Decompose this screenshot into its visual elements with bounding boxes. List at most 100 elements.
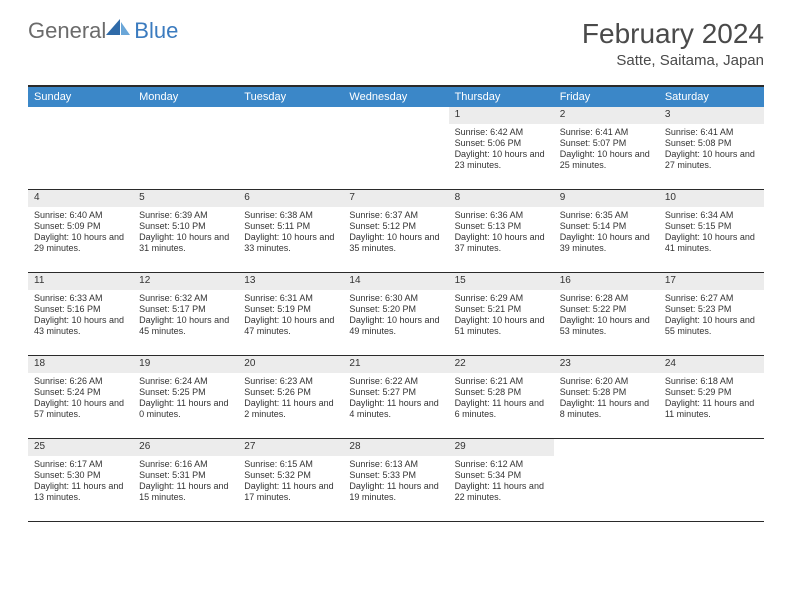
week-row: 4Sunrise: 6:40 AMSunset: 5:09 PMDaylight…	[28, 190, 764, 273]
dow-sunday: Sunday	[28, 87, 133, 107]
sunset-text: Sunset: 5:24 PM	[34, 387, 127, 398]
week-row: 1Sunrise: 6:42 AMSunset: 5:06 PMDaylight…	[28, 107, 764, 190]
sunset-text: Sunset: 5:30 PM	[34, 470, 127, 481]
day-cell: 10Sunrise: 6:34 AMSunset: 5:15 PMDayligh…	[659, 190, 764, 272]
sunset-text: Sunset: 5:16 PM	[34, 304, 127, 315]
sunrise-text: Sunrise: 6:16 AM	[139, 459, 232, 470]
day-number: 7	[343, 190, 448, 207]
day-cell: 19Sunrise: 6:24 AMSunset: 5:25 PMDayligh…	[133, 356, 238, 438]
day-number: 20	[238, 356, 343, 373]
day-cell: 14Sunrise: 6:30 AMSunset: 5:20 PMDayligh…	[343, 273, 448, 355]
dow-tuesday: Tuesday	[238, 87, 343, 107]
location: Satte, Saitama, Japan	[582, 52, 764, 69]
logo: General Blue	[28, 18, 178, 44]
day-body: Sunrise: 6:18 AMSunset: 5:29 PMDaylight:…	[659, 373, 764, 425]
day-body: Sunrise: 6:36 AMSunset: 5:13 PMDaylight:…	[449, 207, 554, 259]
day-cell: 6Sunrise: 6:38 AMSunset: 5:11 PMDaylight…	[238, 190, 343, 272]
day-number: 17	[659, 273, 764, 290]
day-cell: 11Sunrise: 6:33 AMSunset: 5:16 PMDayligh…	[28, 273, 133, 355]
day-number: 11	[28, 273, 133, 290]
sunrise-text: Sunrise: 6:41 AM	[665, 127, 758, 138]
day-body: Sunrise: 6:35 AMSunset: 5:14 PMDaylight:…	[554, 207, 659, 259]
sunrise-text: Sunrise: 6:33 AM	[34, 293, 127, 304]
day-cell: 3Sunrise: 6:41 AMSunset: 5:08 PMDaylight…	[659, 107, 764, 189]
day-number: 3	[659, 107, 764, 124]
sunset-text: Sunset: 5:14 PM	[560, 221, 653, 232]
logo-sail-icon	[106, 19, 132, 37]
sunrise-text: Sunrise: 6:13 AM	[349, 459, 442, 470]
day-body: Sunrise: 6:32 AMSunset: 5:17 PMDaylight:…	[133, 290, 238, 342]
day-cell: 2Sunrise: 6:41 AMSunset: 5:07 PMDaylight…	[554, 107, 659, 189]
daylight-text: Daylight: 11 hours and 4 minutes.	[349, 398, 442, 421]
empty-cell	[133, 107, 238, 189]
day-cell: 25Sunrise: 6:17 AMSunset: 5:30 PMDayligh…	[28, 439, 133, 521]
day-body: Sunrise: 6:31 AMSunset: 5:19 PMDaylight:…	[238, 290, 343, 342]
day-number: 26	[133, 439, 238, 456]
day-cell: 9Sunrise: 6:35 AMSunset: 5:14 PMDaylight…	[554, 190, 659, 272]
sunset-text: Sunset: 5:22 PM	[560, 304, 653, 315]
daylight-text: Daylight: 10 hours and 53 minutes.	[560, 315, 653, 338]
sunset-text: Sunset: 5:08 PM	[665, 138, 758, 149]
day-number: 29	[449, 439, 554, 456]
sunrise-text: Sunrise: 6:21 AM	[455, 376, 548, 387]
sunrise-text: Sunrise: 6:36 AM	[455, 210, 548, 221]
day-number: 1	[449, 107, 554, 124]
day-number: 4	[28, 190, 133, 207]
daylight-text: Daylight: 11 hours and 22 minutes.	[455, 481, 548, 504]
day-number: 6	[238, 190, 343, 207]
daylight-text: Daylight: 10 hours and 33 minutes.	[244, 232, 337, 255]
title-block: February 2024 Satte, Saitama, Japan	[582, 18, 764, 69]
day-body: Sunrise: 6:24 AMSunset: 5:25 PMDaylight:…	[133, 373, 238, 425]
daylight-text: Daylight: 10 hours and 47 minutes.	[244, 315, 337, 338]
sunset-text: Sunset: 5:10 PM	[139, 221, 232, 232]
sunrise-text: Sunrise: 6:37 AM	[349, 210, 442, 221]
sunset-text: Sunset: 5:27 PM	[349, 387, 442, 398]
daylight-text: Daylight: 11 hours and 8 minutes.	[560, 398, 653, 421]
day-body: Sunrise: 6:39 AMSunset: 5:10 PMDaylight:…	[133, 207, 238, 259]
sunset-text: Sunset: 5:21 PM	[455, 304, 548, 315]
sunrise-text: Sunrise: 6:39 AM	[139, 210, 232, 221]
daylight-text: Daylight: 11 hours and 19 minutes.	[349, 481, 442, 504]
daylight-text: Daylight: 10 hours and 29 minutes.	[34, 232, 127, 255]
day-body: Sunrise: 6:20 AMSunset: 5:28 PMDaylight:…	[554, 373, 659, 425]
daylight-text: Daylight: 10 hours and 51 minutes.	[455, 315, 548, 338]
day-cell: 18Sunrise: 6:26 AMSunset: 5:24 PMDayligh…	[28, 356, 133, 438]
daylight-text: Daylight: 11 hours and 2 minutes.	[244, 398, 337, 421]
sunset-text: Sunset: 5:32 PM	[244, 470, 337, 481]
sunrise-text: Sunrise: 6:18 AM	[665, 376, 758, 387]
day-cell: 12Sunrise: 6:32 AMSunset: 5:17 PMDayligh…	[133, 273, 238, 355]
daylight-text: Daylight: 10 hours and 41 minutes.	[665, 232, 758, 255]
day-of-week-row: Sunday Monday Tuesday Wednesday Thursday…	[28, 87, 764, 107]
sunset-text: Sunset: 5:06 PM	[455, 138, 548, 149]
sunrise-text: Sunrise: 6:35 AM	[560, 210, 653, 221]
day-cell: 16Sunrise: 6:28 AMSunset: 5:22 PMDayligh…	[554, 273, 659, 355]
day-cell: 24Sunrise: 6:18 AMSunset: 5:29 PMDayligh…	[659, 356, 764, 438]
daylight-text: Daylight: 10 hours and 55 minutes.	[665, 315, 758, 338]
day-body: Sunrise: 6:30 AMSunset: 5:20 PMDaylight:…	[343, 290, 448, 342]
sunset-text: Sunset: 5:28 PM	[455, 387, 548, 398]
day-body: Sunrise: 6:34 AMSunset: 5:15 PMDaylight:…	[659, 207, 764, 259]
daylight-text: Daylight: 10 hours and 39 minutes.	[560, 232, 653, 255]
day-number: 12	[133, 273, 238, 290]
day-body: Sunrise: 6:42 AMSunset: 5:06 PMDaylight:…	[449, 124, 554, 176]
day-number: 28	[343, 439, 448, 456]
day-number: 19	[133, 356, 238, 373]
sunrise-text: Sunrise: 6:15 AM	[244, 459, 337, 470]
day-cell: 4Sunrise: 6:40 AMSunset: 5:09 PMDaylight…	[28, 190, 133, 272]
week-row: 11Sunrise: 6:33 AMSunset: 5:16 PMDayligh…	[28, 273, 764, 356]
daylight-text: Daylight: 10 hours and 43 minutes.	[34, 315, 127, 338]
empty-cell	[659, 439, 764, 521]
logo-text-general: General	[28, 18, 106, 44]
day-cell: 21Sunrise: 6:22 AMSunset: 5:27 PMDayligh…	[343, 356, 448, 438]
day-body: Sunrise: 6:41 AMSunset: 5:08 PMDaylight:…	[659, 124, 764, 176]
day-cell: 15Sunrise: 6:29 AMSunset: 5:21 PMDayligh…	[449, 273, 554, 355]
day-body: Sunrise: 6:28 AMSunset: 5:22 PMDaylight:…	[554, 290, 659, 342]
day-body: Sunrise: 6:33 AMSunset: 5:16 PMDaylight:…	[28, 290, 133, 342]
sunset-text: Sunset: 5:09 PM	[34, 221, 127, 232]
day-number: 24	[659, 356, 764, 373]
sunrise-text: Sunrise: 6:27 AM	[665, 293, 758, 304]
day-body: Sunrise: 6:16 AMSunset: 5:31 PMDaylight:…	[133, 456, 238, 508]
day-body: Sunrise: 6:21 AMSunset: 5:28 PMDaylight:…	[449, 373, 554, 425]
empty-cell	[238, 107, 343, 189]
daylight-text: Daylight: 11 hours and 17 minutes.	[244, 481, 337, 504]
